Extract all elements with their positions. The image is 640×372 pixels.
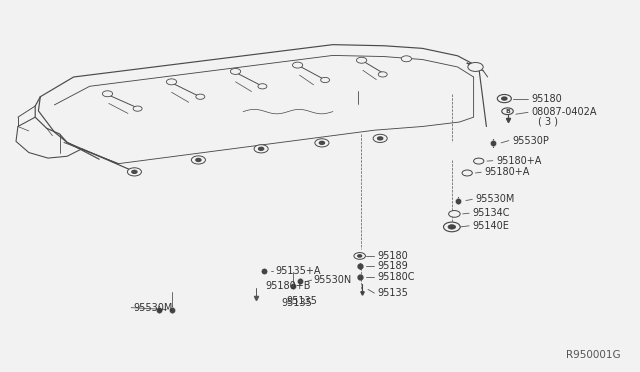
Circle shape	[191, 156, 205, 164]
Circle shape	[133, 106, 142, 111]
Circle shape	[444, 222, 460, 232]
Circle shape	[474, 158, 484, 164]
Circle shape	[315, 139, 329, 147]
Text: 95135+A: 95135+A	[275, 266, 321, 276]
Circle shape	[132, 170, 137, 173]
Text: 08087-0402A: 08087-0402A	[531, 108, 596, 117]
Circle shape	[254, 145, 268, 153]
Circle shape	[378, 137, 383, 140]
Circle shape	[462, 170, 472, 176]
Circle shape	[502, 97, 507, 100]
Circle shape	[354, 253, 365, 259]
Circle shape	[259, 147, 264, 150]
Text: 95135: 95135	[282, 298, 312, 308]
Text: 95530N: 95530N	[314, 275, 352, 285]
Circle shape	[196, 94, 205, 99]
Text: 95135: 95135	[378, 288, 408, 298]
Circle shape	[102, 91, 113, 97]
Text: 95180: 95180	[531, 94, 562, 103]
Text: 95140E: 95140E	[472, 221, 509, 231]
Text: 95134C: 95134C	[472, 208, 510, 218]
Circle shape	[448, 225, 456, 229]
Circle shape	[358, 255, 362, 257]
Circle shape	[292, 62, 303, 68]
Text: 95180+B: 95180+B	[266, 281, 311, 291]
Circle shape	[230, 68, 241, 74]
Text: 95180+A: 95180+A	[484, 167, 530, 177]
Circle shape	[373, 134, 387, 142]
Text: 95180+A: 95180+A	[496, 156, 541, 166]
Circle shape	[196, 158, 201, 161]
Circle shape	[321, 77, 330, 83]
Circle shape	[127, 168, 141, 176]
Circle shape	[319, 141, 324, 144]
Text: R950001G: R950001G	[566, 350, 621, 360]
Text: 95189: 95189	[378, 261, 408, 271]
Circle shape	[468, 62, 483, 71]
Text: 95180: 95180	[378, 251, 408, 261]
Text: 95530P: 95530P	[512, 136, 549, 145]
Circle shape	[502, 108, 513, 115]
Text: 95180C: 95180C	[378, 272, 415, 282]
Circle shape	[449, 211, 460, 217]
Circle shape	[356, 57, 367, 63]
Circle shape	[497, 94, 511, 103]
Text: ( 3 ): ( 3 )	[538, 117, 557, 126]
Circle shape	[258, 84, 267, 89]
Text: 95530M: 95530M	[133, 303, 173, 312]
Text: B: B	[505, 109, 510, 114]
Circle shape	[166, 79, 177, 85]
Circle shape	[378, 72, 387, 77]
Text: 95530M: 95530M	[476, 195, 515, 204]
Text: 95135: 95135	[287, 296, 317, 306]
Circle shape	[401, 56, 412, 62]
